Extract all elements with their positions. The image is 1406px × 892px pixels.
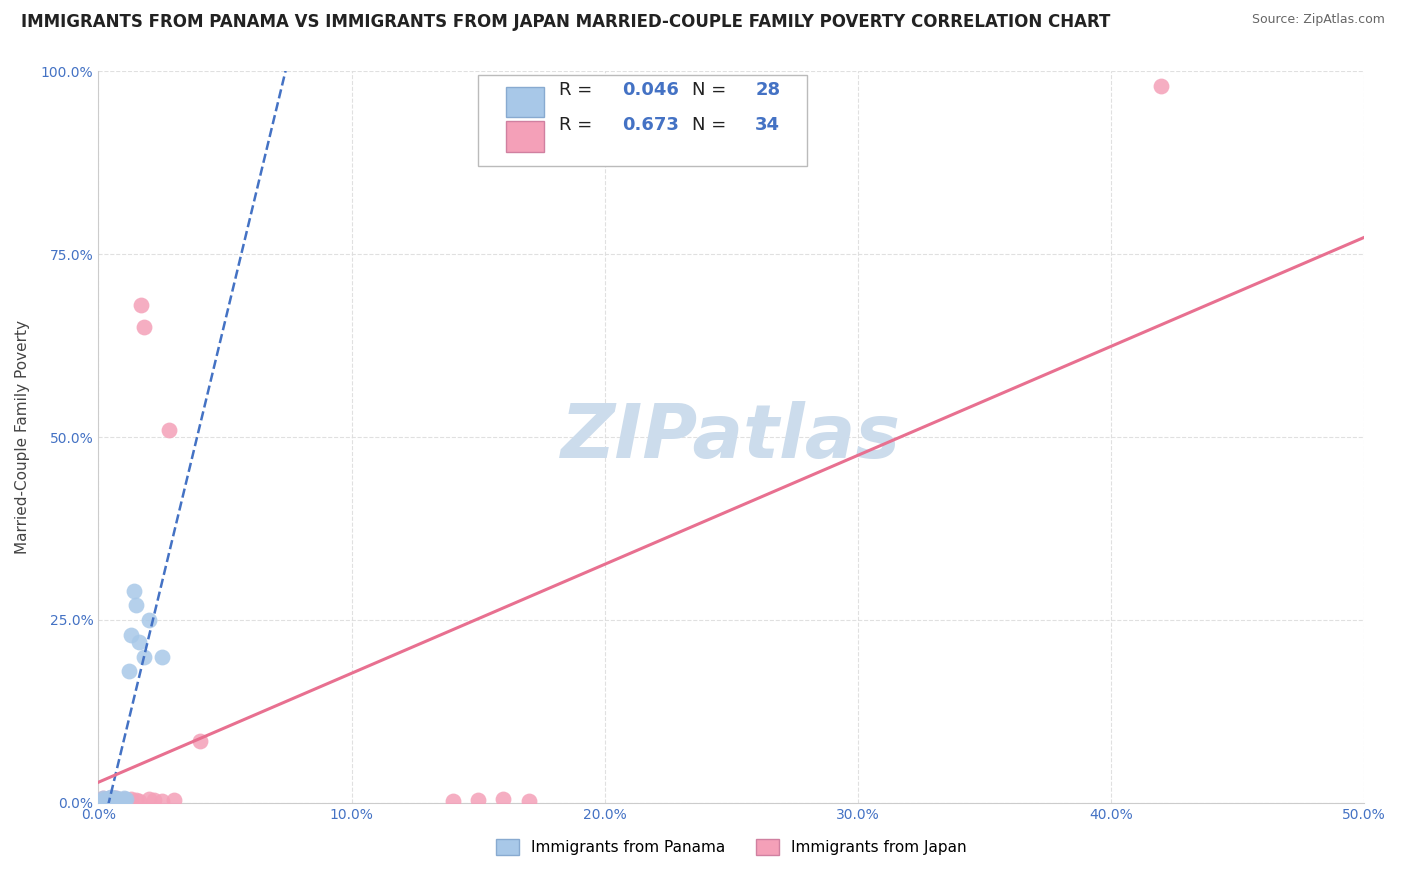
Point: [103, 791, 125, 805]
Point: [492, 792, 515, 806]
Text: Source: ZipAtlas.com: Source: ZipAtlas.com: [1251, 13, 1385, 27]
Point: [110, 794, 132, 808]
Text: R =: R =: [560, 116, 598, 134]
Point: [100, 789, 122, 804]
Point: [128, 635, 150, 649]
Point: [107, 793, 129, 807]
Point: [94, 792, 117, 806]
Point: [118, 794, 141, 808]
Point: [93, 791, 115, 805]
Point: [163, 793, 186, 807]
Point: [97, 790, 120, 805]
Point: [120, 792, 142, 806]
Point: [97, 790, 120, 805]
Point: [115, 793, 138, 807]
Text: IMMIGRANTS FROM PANAMA VS IMMIGRANTS FROM JAPAN MARRIED-COUPLE FAMILY POVERTY CO: IMMIGRANTS FROM PANAMA VS IMMIGRANTS FRO…: [21, 13, 1111, 31]
Point: [112, 790, 135, 805]
Point: [138, 613, 160, 627]
Point: [1150, 78, 1173, 93]
Point: [100, 792, 122, 806]
Text: N =: N =: [692, 116, 733, 134]
Point: [94, 792, 117, 806]
Point: [100, 792, 122, 806]
Point: [112, 792, 135, 806]
Point: [97, 794, 120, 808]
Point: [93, 793, 115, 807]
Point: [467, 793, 489, 807]
Point: [107, 792, 129, 806]
Point: [132, 649, 155, 664]
Point: [97, 793, 120, 807]
Point: [115, 792, 138, 806]
Point: [150, 649, 173, 664]
Text: 0.046: 0.046: [623, 81, 679, 99]
Point: [132, 320, 155, 334]
Point: [125, 793, 148, 807]
Point: [107, 793, 129, 807]
Y-axis label: Married-Couple Family Poverty: Married-Couple Family Poverty: [15, 320, 30, 554]
Point: [138, 792, 160, 806]
Point: [112, 793, 135, 807]
Point: [105, 794, 128, 808]
Point: [105, 791, 128, 805]
Text: 34: 34: [755, 116, 780, 134]
Point: [157, 423, 180, 437]
Text: ZIPatlas: ZIPatlas: [561, 401, 901, 474]
FancyBboxPatch shape: [478, 75, 807, 167]
Legend: Immigrants from Panama, Immigrants from Japan: Immigrants from Panama, Immigrants from …: [489, 833, 973, 861]
Point: [150, 794, 173, 808]
Text: R =: R =: [560, 81, 598, 99]
Point: [103, 790, 125, 805]
Bar: [506, 87, 544, 118]
Point: [90, 794, 112, 808]
Point: [94, 794, 117, 808]
Point: [128, 794, 150, 808]
Point: [94, 794, 117, 808]
Point: [103, 793, 125, 807]
Point: [131, 298, 153, 312]
Text: 28: 28: [755, 81, 780, 99]
Point: [517, 794, 540, 808]
Point: [105, 791, 128, 805]
Point: [125, 599, 148, 613]
Point: [90, 794, 112, 808]
Text: N =: N =: [692, 81, 733, 99]
Bar: [506, 121, 544, 152]
Point: [441, 794, 464, 808]
Point: [110, 794, 132, 808]
Point: [188, 733, 211, 747]
Point: [93, 793, 115, 807]
Point: [122, 583, 145, 598]
Point: [93, 791, 115, 805]
Point: [103, 793, 125, 807]
Point: [100, 794, 122, 808]
Point: [120, 627, 142, 641]
Point: [143, 793, 166, 807]
Point: [105, 794, 128, 808]
Point: [100, 794, 122, 808]
Point: [118, 664, 141, 678]
Text: 0.673: 0.673: [623, 116, 679, 134]
